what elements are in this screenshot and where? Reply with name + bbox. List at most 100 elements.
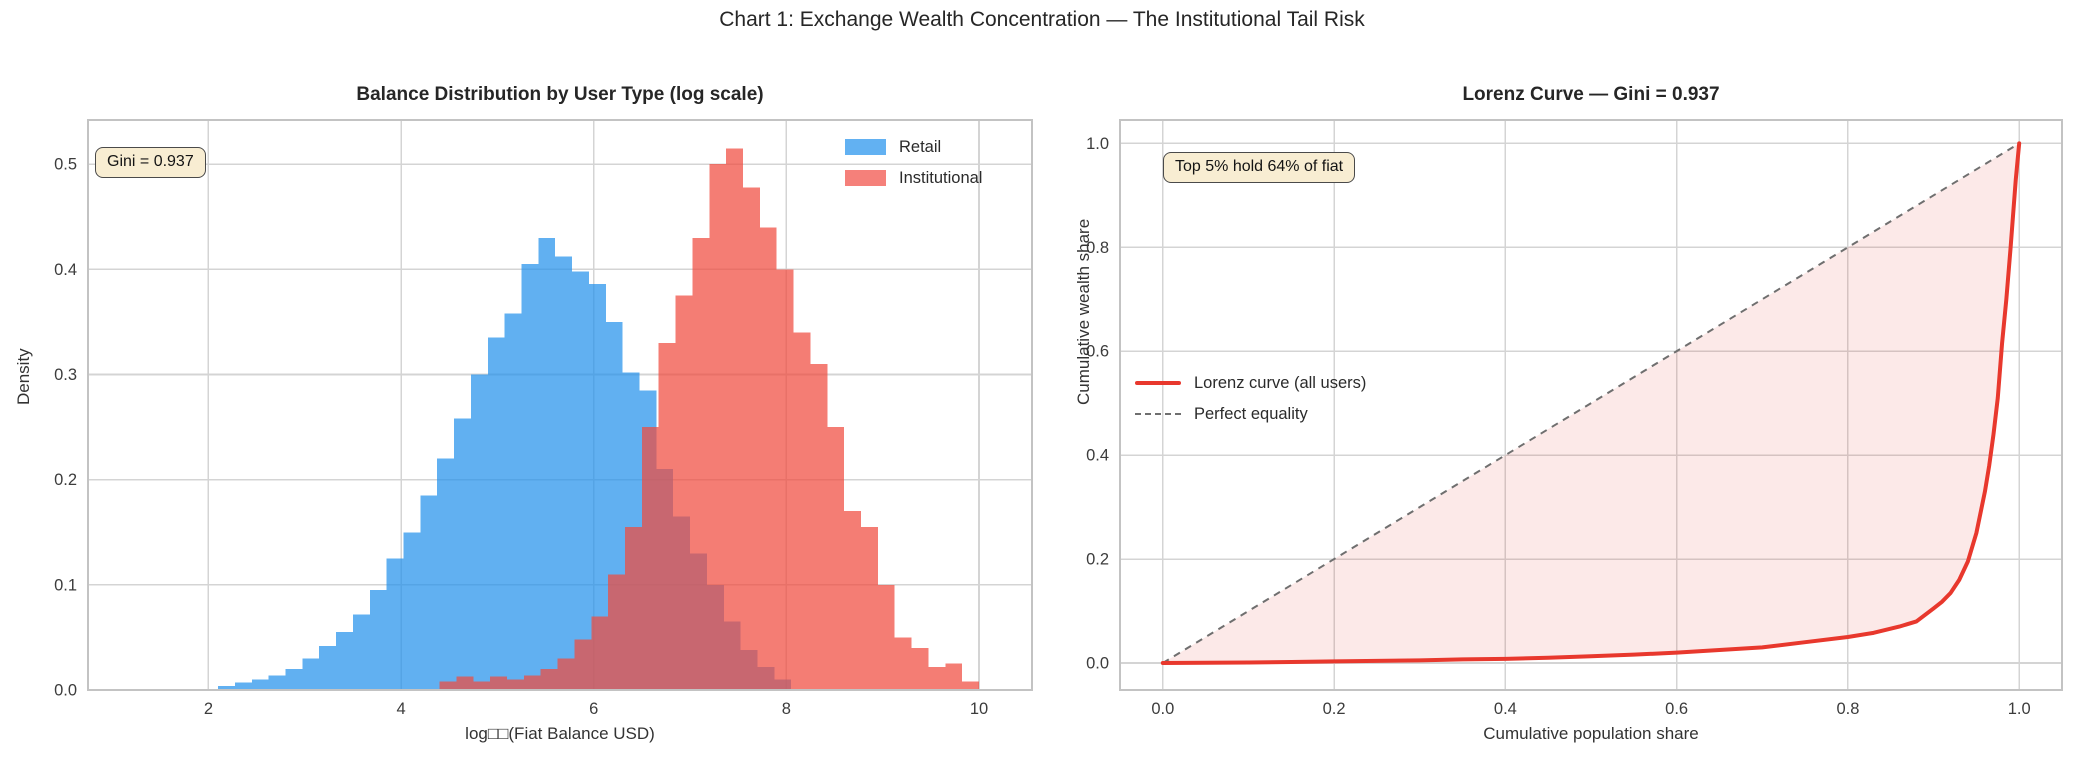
y-tick-label: 0.2 <box>54 471 77 489</box>
histogram-bar <box>572 271 589 690</box>
y-tick-label: 0.5 <box>54 156 77 174</box>
histogram-bar <box>251 679 269 690</box>
histogram-bar <box>456 676 474 690</box>
histogram-bar <box>470 374 488 690</box>
histogram-bar <box>743 187 760 690</box>
histogram-bar <box>894 637 912 690</box>
histogram-bar <box>709 164 727 690</box>
histogram-bar <box>352 614 370 690</box>
institutional-swatch <box>845 170 886 186</box>
lorenz-curve-legend-label: Lorenz curve (all users) <box>1194 373 1367 392</box>
perfect-equality-legend-label: Perfect equality <box>1194 404 1308 423</box>
histogram-bar <box>523 675 541 690</box>
histogram-bar <box>574 639 592 690</box>
histogram-bar <box>962 681 980 690</box>
histogram-bar <box>726 148 744 690</box>
lorenz-legend: Lorenz curve (all users) Perfect equalit… <box>1135 372 1366 425</box>
histogram-bar <box>437 458 455 690</box>
y-tick-label: 0.2 <box>1086 551 1109 569</box>
lorenz-panel: 0.0 0.2 0.4 0.6 0.8 1.0 0.0 0.2 0.4 0.6 0.8 1.0 Lor… <box>1042 0 2084 762</box>
y-tick-label: 0.4 <box>54 261 77 279</box>
x-tick-label: 10 <box>970 700 988 718</box>
histogram-bar <box>625 526 642 690</box>
histogram-bar <box>675 295 693 690</box>
perfect-equality-swatch <box>1135 413 1181 415</box>
histogram-xlabel: log□□(Fiat Balance USD) <box>465 724 655 743</box>
histogram-bar <box>490 676 508 690</box>
histogram-bar <box>473 681 491 690</box>
legend-row-institutional: Institutional <box>845 167 982 189</box>
top5-annotation-box: Top 5% hold 64% of fiat <box>1163 152 1356 183</box>
histogram-bar <box>928 666 946 690</box>
y-tick-label: 0.3 <box>54 366 77 384</box>
y-tick-label: 0.8 <box>1086 239 1109 257</box>
y-tick-label: 0.4 <box>1086 447 1109 465</box>
histogram-bar <box>608 574 626 690</box>
histogram-bar <box>420 495 438 690</box>
histogram-bar <box>439 681 457 690</box>
histogram-bar <box>403 532 421 690</box>
histogram-bar <box>336 632 353 690</box>
lorenz-plot-canvas: 0.0 0.2 0.4 0.6 0.8 1.0 0.0 0.2 0.4 0.6 0.8 1.0 <box>1086 119 2063 718</box>
perfect-equality-line <box>1162 142 2020 664</box>
histogram-bar <box>234 682 252 690</box>
histogram-bar <box>386 558 404 690</box>
histogram-bar <box>911 647 929 690</box>
y-tick-label: 0.0 <box>54 682 77 700</box>
institutional-legend-label: Institutional <box>899 168 983 187</box>
histogram-bar <box>557 658 575 690</box>
histogram-bar <box>285 668 303 690</box>
histogram-bar <box>218 685 235 690</box>
histogram-bar <box>268 675 286 690</box>
x-tick-label: 0.8 <box>1836 700 1859 718</box>
y-tick-label: 0.6 <box>1086 343 1109 361</box>
retail-swatch <box>845 139 886 155</box>
lorenz-xlabel: Cumulative population share <box>1483 724 1699 743</box>
histogram-bar <box>827 427 845 690</box>
y-tick-label: 0.0 <box>1086 654 1109 672</box>
histogram-bar <box>369 590 387 690</box>
x-tick-label: 0.0 <box>1151 700 1174 718</box>
histogram-bar <box>591 616 609 690</box>
x-tick-label: 6 <box>589 700 598 718</box>
histogram-bar <box>692 237 710 690</box>
histogram-bar <box>945 663 963 690</box>
histogram-bar <box>487 337 505 690</box>
figure-suptitle: Chart 1: Exchange Wealth Concentration —… <box>719 8 1365 31</box>
histogram-series-institutional <box>439 148 980 690</box>
lorenz-title: Lorenz Curve — Gini = 0.937 <box>1462 84 1720 105</box>
histogram-bar <box>540 668 558 690</box>
legend-row-lorenz-curve: Lorenz curve (all users) <box>1135 372 1366 394</box>
gini-annotation-box: Gini = 0.937 <box>95 147 206 178</box>
histogram-bar <box>658 342 676 690</box>
lorenz-curve-line <box>1160 141 2022 665</box>
histogram-title: Balance Distribution by User Type (log s… <box>356 84 764 105</box>
x-tick-label: 4 <box>396 700 405 718</box>
plot-frame <box>1119 119 2063 691</box>
histogram-bar <box>793 332 811 690</box>
lorenz-curve-swatch <box>1135 381 1181 385</box>
histogram-bar <box>861 526 878 690</box>
histogram-legend: Retail Institutional <box>845 136 982 189</box>
x-tick-label: 0.6 <box>1665 700 1688 718</box>
x-tick-label: 0.4 <box>1494 700 1517 718</box>
histogram-bar <box>302 658 320 690</box>
x-tick-label: 1.0 <box>2008 700 2031 718</box>
x-tick-label: 8 <box>782 700 791 718</box>
histogram-bar <box>877 584 895 690</box>
histogram-bar <box>538 237 556 690</box>
x-tick-label: 0.2 <box>1323 700 1346 718</box>
x-tick-label: 2 <box>204 700 213 718</box>
histogram-bar <box>507 679 524 690</box>
histogram-bar <box>810 363 828 690</box>
histogram-bar <box>844 511 862 690</box>
histogram-bar <box>588 284 606 690</box>
histogram-bar <box>504 313 522 690</box>
histogram-bar <box>454 418 471 690</box>
retail-legend-label: Retail <box>899 137 942 156</box>
legend-row-perfect-equality: Perfect equality <box>1135 403 1366 425</box>
histogram-bar <box>521 264 539 690</box>
legend-row-retail: Retail <box>845 136 982 158</box>
histogram-bar <box>319 645 337 690</box>
